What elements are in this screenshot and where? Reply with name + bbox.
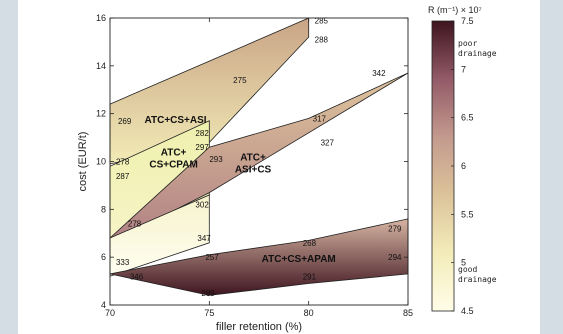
data-label: 257: [205, 253, 219, 262]
chart-panel: ATC+CS+ASI 285 288 275 269 282 ATC+ CS+CPAM 297 2…: [18, 0, 540, 334]
colorbar-bar: [431, 20, 455, 312]
colorbar-tick-label: 7.5: [461, 16, 474, 26]
colorbar-tick-label: 7: [461, 64, 466, 74]
colorbar: 7.576.565.554.5R (m⁻¹) × 10⁷poordrainage…: [428, 5, 497, 316]
colorbar-tick-label: 6: [461, 161, 466, 171]
colorbar-top-label: poor: [458, 39, 477, 48]
colorbar-tick-label: 5: [461, 258, 466, 268]
y-tick-label: 16: [96, 13, 106, 23]
y-tick-label: 4: [101, 300, 106, 310]
region-label: ATC+ ASI+CS: [235, 152, 272, 175]
data-label: 289: [201, 289, 215, 298]
data-label: 302: [195, 201, 209, 210]
data-label: 275: [233, 76, 247, 85]
data-label: 288: [315, 36, 329, 45]
x-tick-label: 70: [105, 308, 115, 318]
region-label: ATC+CS+ASI: [145, 115, 207, 126]
region-label-line: ASI+CS: [235, 164, 272, 175]
data-label: 285: [315, 16, 329, 25]
data-label: 291: [303, 272, 317, 281]
data-label: 293: [209, 155, 223, 164]
data-label: 327: [321, 138, 335, 147]
data-label: 278: [116, 158, 130, 167]
colorbar-tick-label: 5.5: [461, 209, 474, 219]
colorbar-title: R (m⁻¹) × 10⁷: [428, 5, 482, 15]
x-tick-label: 85: [403, 308, 413, 318]
y-axis-label: cost (EUR/t): [77, 132, 89, 192]
data-label: 297: [195, 143, 209, 152]
colorbar-bottom-label: drainage: [458, 275, 497, 284]
data-label: 287: [116, 172, 130, 181]
x-tick-label: 75: [204, 308, 214, 318]
data-label: 268: [303, 239, 317, 248]
colorbar-top-label: drainage: [458, 49, 497, 58]
y-tick-label: 10: [96, 157, 106, 167]
region-label-line: ATC+: [240, 152, 266, 163]
y-tick-label: 12: [96, 109, 106, 119]
region-label-line: ATC+CS+APAM: [262, 254, 336, 265]
data-label: 278: [128, 220, 142, 229]
region-label: ATC+CS+APAM: [262, 254, 336, 265]
x-axis-label: filler retention (%): [216, 321, 302, 333]
region-label: ATC+ CS+CPAM: [149, 148, 197, 171]
y-tick-label: 14: [96, 61, 106, 71]
data-label: 282: [195, 129, 209, 138]
colorbar-bottom-label: good: [458, 265, 477, 274]
region-label-line: CS+CPAM: [149, 160, 197, 171]
data-label: 342: [372, 69, 386, 78]
colorbar-tick-label: 6.5: [461, 113, 474, 123]
region-label-line: ATC+CS+ASI: [145, 115, 207, 126]
y-tick-label: 6: [101, 252, 106, 262]
y-tick-label: 8: [101, 204, 106, 214]
data-label: 333: [116, 258, 130, 267]
data-label: 346: [130, 272, 144, 281]
axes-layer: 70 75 80 85 4 6 8 10 12 14 16 filler retention (%) c…: [77, 13, 413, 333]
x-tick-label: 80: [304, 308, 314, 318]
data-label: 317: [313, 114, 327, 123]
data-label: 279: [388, 224, 402, 233]
region-label-line: ATC+: [161, 148, 187, 159]
data-label: 294: [388, 253, 402, 262]
data-label: 347: [197, 234, 211, 243]
colorbar-tick-label: 4.5: [461, 306, 474, 316]
data-label: 269: [118, 117, 132, 126]
